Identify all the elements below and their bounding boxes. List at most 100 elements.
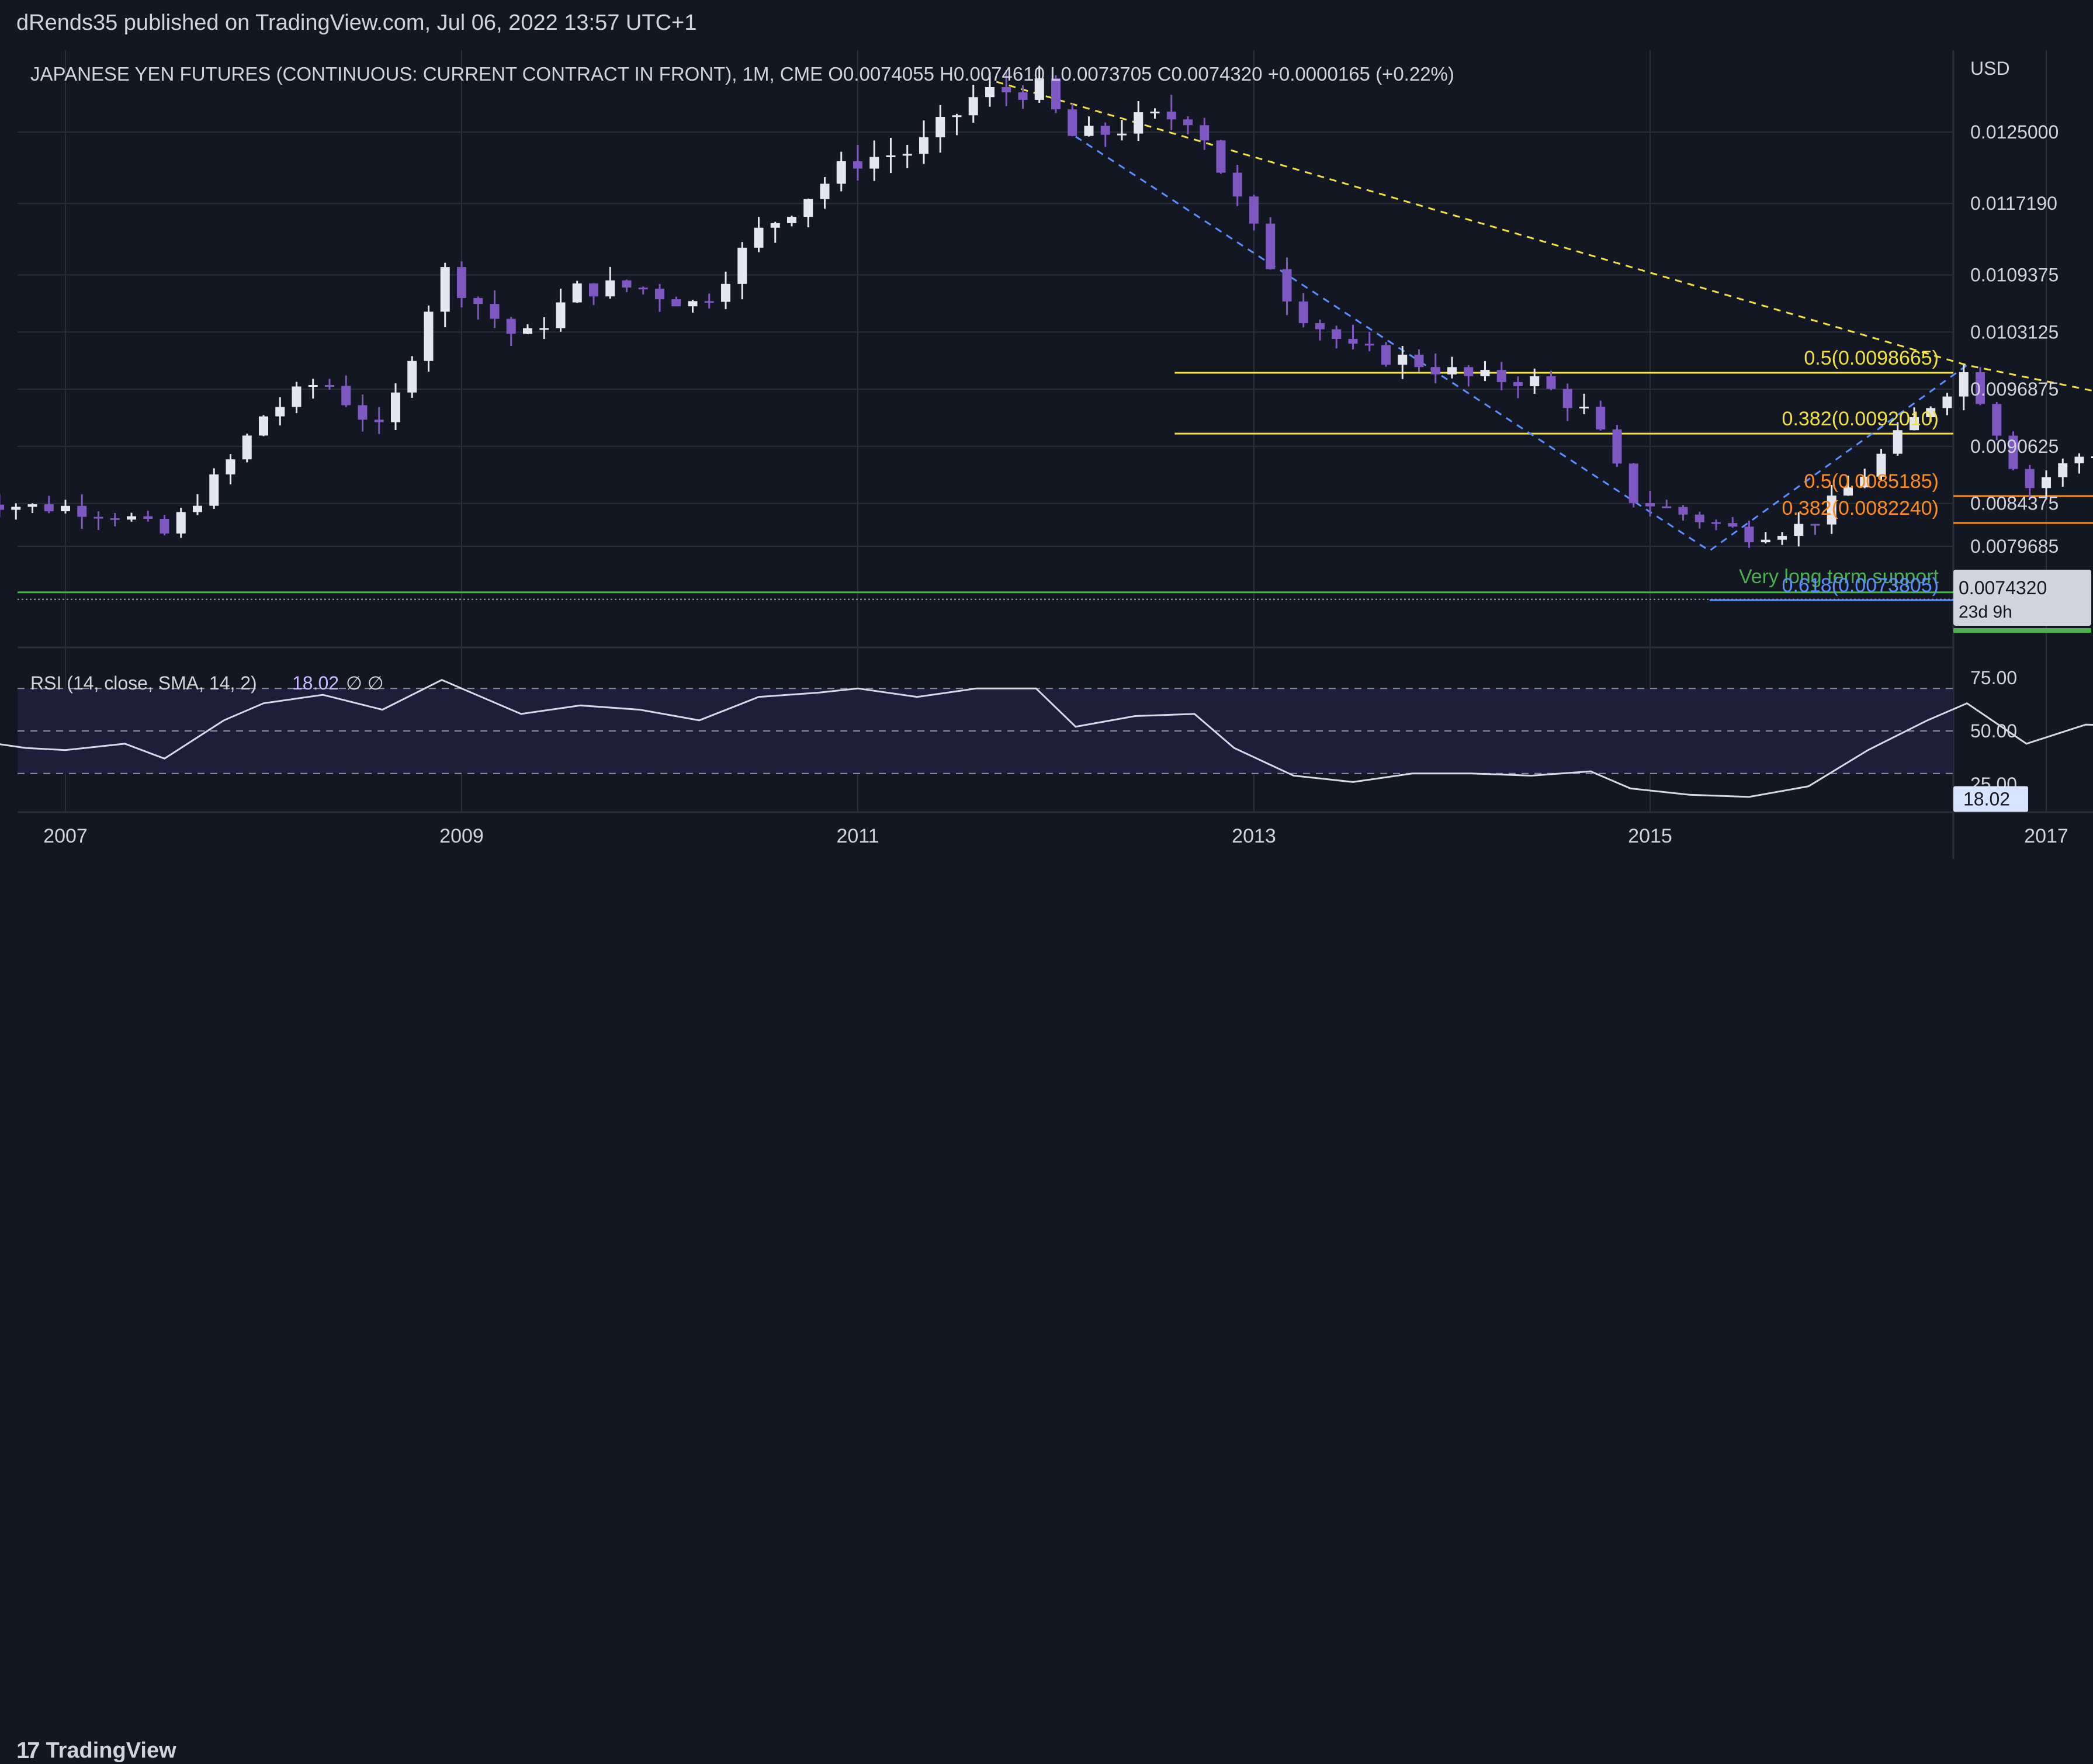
candle-body (506, 318, 516, 334)
candle-body (1332, 329, 1342, 339)
time-tick-label: 2011 (836, 825, 879, 847)
support-badge (1953, 628, 2091, 633)
rsi-badge-text: 18.02 (1963, 788, 2010, 809)
candle-body (968, 97, 978, 116)
rsi-band (18, 688, 1953, 774)
fib-label: 0.5(0.0098665) (1804, 347, 1939, 369)
candle-body (1942, 396, 1952, 408)
candle-body (787, 217, 796, 223)
publish-bar: dRends35 published on TradingView.com, J… (0, 0, 2093, 50)
rsi-value: 18.02 (292, 673, 339, 694)
candle-body (1414, 354, 1424, 368)
fib-levels (18, 372, 2093, 601)
chart-text: Very long term support 0.5(0.0098665) 0.38… (30, 63, 1939, 694)
candle-body (1464, 367, 1474, 376)
candle-body (275, 407, 285, 417)
candle-body (1579, 406, 1589, 408)
tradingview-logo[interactable]: 17 TradingView (16, 1738, 176, 1764)
candle-body (1002, 86, 1011, 93)
time-tick-label: 2017 (2024, 825, 2068, 847)
trendline (996, 81, 2093, 392)
price-tick-label: 0.0103125 (1970, 321, 2059, 342)
candle-body (1612, 429, 1622, 464)
candle-body (655, 289, 664, 300)
candle-body (1348, 339, 1358, 344)
candle-body (1117, 133, 1127, 136)
candle-body (1794, 524, 1804, 536)
candle-body (886, 155, 896, 157)
candle-body (1910, 417, 1919, 431)
support-label: Very long term support (1739, 566, 1939, 588)
candle-body (1051, 78, 1061, 110)
candle-body (1513, 382, 1523, 386)
candle-body (1150, 112, 1160, 114)
fib-label: 0.382(0.0082240) (1782, 497, 1939, 519)
candle-body (292, 386, 302, 407)
candle-body (589, 283, 598, 297)
candle-body (1018, 92, 1028, 100)
price-tick-label: 0.0090625 (1970, 436, 2059, 457)
candle-body (1926, 408, 1936, 417)
rsi-line (0, 678, 2093, 798)
candles (0, 65, 2093, 548)
candle-body (143, 516, 153, 519)
candle-body (1134, 112, 1143, 134)
candle-body (1662, 506, 1672, 508)
last-price-badge (1953, 569, 2091, 626)
candle-body (457, 267, 466, 298)
candle-body (1232, 172, 1242, 197)
tradingview-logo-icon: 17 (16, 1738, 40, 1763)
candle-body (11, 507, 21, 510)
time-tick-label: 2007 (43, 825, 88, 847)
candle-body (1266, 223, 1276, 269)
brand-name: TradingView (46, 1738, 176, 1763)
candle-body (1282, 269, 1292, 301)
last-price-text: 0.0074320 (1959, 577, 2047, 598)
candle-body (0, 504, 4, 510)
candle-body (2074, 456, 2084, 463)
rsi-tick-label: 50.00 (1970, 720, 2017, 741)
candle-body (1034, 78, 1044, 100)
candle-body (1596, 406, 1606, 429)
candle-body (44, 504, 54, 512)
currency-label: USD (1970, 58, 2010, 79)
trendlines (996, 81, 2093, 552)
time-tick-label: 2013 (1232, 825, 1276, 847)
candle-body (556, 302, 566, 328)
candle-body (2025, 469, 2035, 488)
price-tick-label: 0.0125000 (1970, 122, 2059, 143)
price-tick-label: 0.0117190 (1970, 193, 2057, 214)
footer: 17 TradingView (0, 861, 2093, 1763)
candle-body (1976, 372, 1985, 404)
price-tick-label: 0.0096875 (1970, 379, 2059, 400)
candle-body (1744, 526, 1754, 543)
candle-body (358, 405, 368, 420)
candle-body (209, 474, 219, 506)
candle-body (1447, 367, 1457, 375)
candle-body (391, 392, 400, 422)
candle-body (1315, 323, 1325, 330)
candle-body (902, 154, 912, 156)
candle-body (952, 115, 962, 117)
candle-body (1876, 453, 1886, 477)
candle-body (539, 328, 549, 330)
candle-body (1992, 404, 2002, 436)
published-info: dRends35 published on TradingView.com, J… (16, 11, 697, 35)
candle-body (770, 223, 780, 228)
candle-body (127, 516, 136, 520)
fib-label: 0.382(0.0092010) (1782, 408, 1939, 430)
rsi-label: RSI (14, close, SMA, 14, 2) (30, 673, 257, 694)
price-chart[interactable]: 2007200920112013201520172019202120232025… (0, 0, 2093, 876)
candle-body (110, 518, 120, 520)
candle-body (1628, 463, 1638, 503)
candle-body (242, 435, 252, 460)
candle-body (1530, 376, 1540, 386)
candle-body (820, 183, 830, 199)
candle-body (1860, 476, 1870, 488)
candle-body (160, 518, 169, 534)
candle-body (61, 505, 70, 512)
candle-body (1843, 487, 1853, 496)
candle-body (1430, 367, 1440, 375)
rsi-value-badge (1953, 786, 2028, 812)
candle-body (440, 267, 450, 312)
